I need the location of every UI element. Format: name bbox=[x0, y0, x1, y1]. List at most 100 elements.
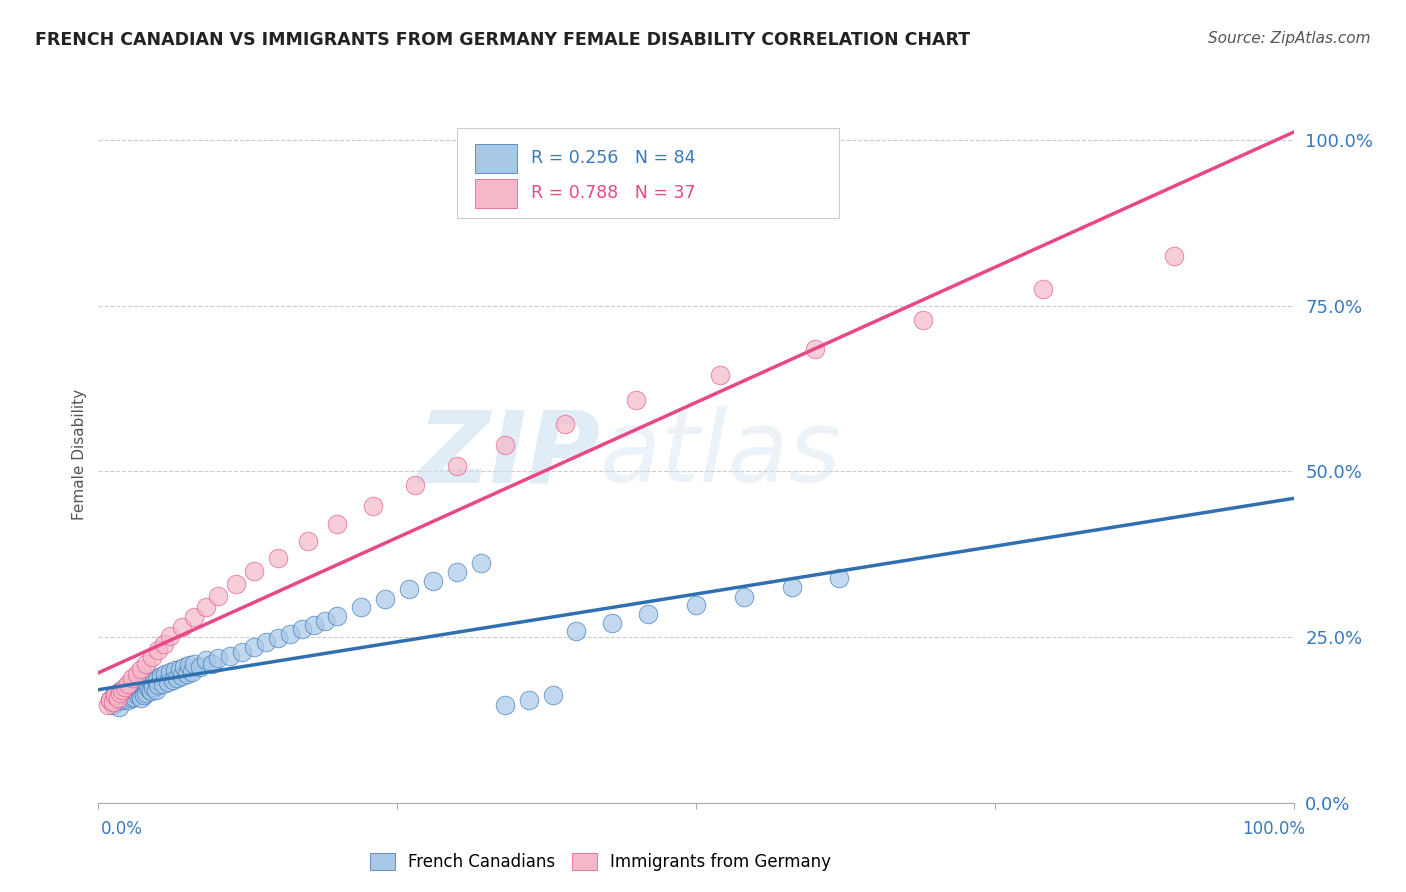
Point bbox=[207, 651, 229, 665]
Point bbox=[162, 673, 184, 688]
Point bbox=[124, 683, 146, 698]
Point bbox=[183, 610, 205, 624]
Point bbox=[125, 680, 148, 694]
Point bbox=[152, 676, 174, 690]
Point bbox=[290, 622, 312, 636]
Point bbox=[163, 663, 186, 677]
Point bbox=[243, 564, 266, 578]
Point bbox=[446, 459, 468, 474]
Point bbox=[363, 499, 385, 513]
Point bbox=[146, 673, 169, 688]
Point bbox=[541, 689, 564, 703]
Point bbox=[135, 686, 157, 700]
Point bbox=[122, 686, 145, 700]
Point bbox=[685, 599, 707, 613]
Point bbox=[494, 698, 516, 712]
FancyBboxPatch shape bbox=[457, 128, 839, 219]
Legend: French Canadians, Immigrants from Germany: French Canadians, Immigrants from German… bbox=[363, 847, 838, 878]
Point bbox=[637, 607, 659, 621]
Point bbox=[129, 681, 152, 696]
FancyBboxPatch shape bbox=[475, 144, 517, 173]
Point bbox=[169, 662, 191, 676]
Point bbox=[446, 565, 468, 579]
Point bbox=[173, 660, 195, 674]
Point bbox=[153, 637, 176, 651]
Point bbox=[101, 698, 124, 712]
Point bbox=[131, 691, 153, 706]
Point bbox=[350, 600, 373, 615]
Text: atlas: atlas bbox=[600, 407, 842, 503]
Point bbox=[326, 609, 349, 624]
Point bbox=[183, 657, 205, 671]
Point bbox=[231, 645, 253, 659]
Point bbox=[111, 683, 134, 698]
Point bbox=[142, 680, 165, 694]
Point bbox=[103, 689, 125, 703]
Point bbox=[148, 678, 170, 692]
Point bbox=[141, 650, 163, 665]
Text: R = 0.788   N = 37: R = 0.788 N = 37 bbox=[531, 184, 696, 202]
Point bbox=[120, 681, 142, 696]
Point bbox=[470, 556, 492, 570]
Point bbox=[180, 665, 202, 679]
Point bbox=[131, 680, 153, 694]
Point bbox=[624, 392, 647, 407]
Point bbox=[565, 624, 588, 638]
Point bbox=[104, 689, 127, 703]
Point bbox=[243, 640, 266, 654]
Text: FRENCH CANADIAN VS IMMIGRANTS FROM GERMANY FEMALE DISABILITY CORRELATION CHART: FRENCH CANADIAN VS IMMIGRANTS FROM GERMA… bbox=[35, 31, 970, 49]
Point bbox=[422, 574, 444, 588]
Point bbox=[225, 577, 247, 591]
Point bbox=[159, 629, 181, 643]
Point bbox=[117, 693, 139, 707]
Point bbox=[115, 689, 138, 703]
Point bbox=[108, 684, 131, 698]
Point bbox=[136, 676, 159, 690]
Point bbox=[494, 438, 516, 452]
Point bbox=[188, 660, 211, 674]
Point bbox=[145, 683, 167, 698]
Point bbox=[117, 676, 139, 690]
Point bbox=[254, 635, 277, 649]
Point bbox=[207, 589, 229, 603]
Point bbox=[194, 600, 217, 615]
Point bbox=[159, 665, 181, 679]
Point bbox=[121, 691, 143, 706]
Point bbox=[828, 570, 851, 584]
Point bbox=[125, 666, 148, 681]
Point bbox=[278, 627, 301, 641]
Point bbox=[404, 477, 426, 491]
Point bbox=[148, 643, 170, 657]
Point bbox=[326, 517, 349, 532]
FancyBboxPatch shape bbox=[475, 178, 517, 208]
Point bbox=[176, 666, 198, 681]
Text: 100.0%: 100.0% bbox=[1241, 820, 1305, 838]
Point bbox=[267, 632, 290, 646]
Point bbox=[107, 691, 129, 706]
Text: R = 0.256   N = 84: R = 0.256 N = 84 bbox=[531, 149, 696, 167]
Point bbox=[172, 668, 194, 682]
Point bbox=[101, 695, 124, 709]
Point bbox=[97, 698, 120, 712]
Point bbox=[105, 695, 128, 709]
Text: 0.0%: 0.0% bbox=[101, 820, 143, 838]
Point bbox=[517, 693, 540, 707]
Y-axis label: Female Disability: Female Disability bbox=[72, 389, 87, 521]
Point bbox=[128, 684, 150, 698]
Text: Source: ZipAtlas.com: Source: ZipAtlas.com bbox=[1208, 31, 1371, 46]
Point bbox=[121, 671, 143, 685]
Point bbox=[267, 550, 290, 565]
Point bbox=[374, 591, 396, 606]
Point bbox=[172, 620, 194, 634]
Point bbox=[98, 693, 122, 707]
Point bbox=[139, 684, 162, 698]
Point bbox=[132, 689, 155, 703]
Point bbox=[135, 657, 157, 671]
Point bbox=[114, 680, 136, 694]
Point bbox=[911, 313, 934, 327]
Point bbox=[156, 675, 179, 690]
Point bbox=[115, 691, 138, 706]
Point bbox=[166, 671, 188, 685]
Point bbox=[1163, 249, 1185, 263]
Point bbox=[124, 690, 146, 704]
